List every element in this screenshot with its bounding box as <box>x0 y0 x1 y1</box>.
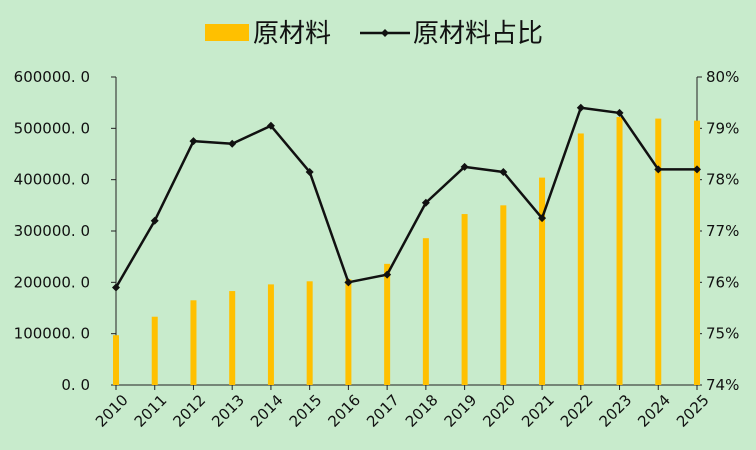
line-point <box>383 270 392 279</box>
y-right-tick-label: 74% <box>706 376 739 394</box>
x-tick-label: 2017 <box>363 391 403 431</box>
y-left-tick-label: 300000. 0 <box>14 222 90 240</box>
line-point <box>421 198 430 207</box>
x-tick-label: 2014 <box>247 391 287 431</box>
bar <box>151 316 158 385</box>
line-point <box>344 278 353 287</box>
line-point <box>228 139 237 148</box>
line-point <box>266 121 275 130</box>
line-point <box>693 165 701 174</box>
line-point <box>538 214 547 223</box>
bar <box>345 279 352 385</box>
y-right-tick-label: 78% <box>706 171 739 189</box>
y-left-tick-label: 500000. 0 <box>14 119 90 137</box>
x-tick-label: 2019 <box>441 391 481 431</box>
legend-swatch-marker <box>381 29 389 37</box>
bar <box>577 133 584 385</box>
x-tick-label: 2010 <box>92 391 132 431</box>
y-right-tick-label: 77% <box>706 222 739 240</box>
bar <box>694 120 700 385</box>
y-right-tick-label: 75% <box>706 325 739 343</box>
bar <box>384 263 391 385</box>
bar <box>500 205 507 385</box>
x-tick-label: 2013 <box>208 391 248 431</box>
y-left-tick-label: 400000. 0 <box>14 171 90 189</box>
x-tick-label: 2011 <box>131 391 171 431</box>
bar <box>229 291 236 385</box>
x-tick-label: 2025 <box>673 391 713 431</box>
x-tick-label: 2018 <box>402 391 442 431</box>
bar <box>190 300 197 385</box>
x-tick-label: 2022 <box>557 391 597 431</box>
x-tick-label: 2024 <box>634 391 674 431</box>
x-tick-label: 2023 <box>596 391 636 431</box>
bar <box>539 177 546 385</box>
y-left-tick-label: 100000. 0 <box>14 325 90 343</box>
line-point <box>460 162 469 171</box>
line-point <box>189 137 198 146</box>
legend-label-bar: 原材料 <box>253 19 331 49</box>
x-tick-label: 2015 <box>286 391 326 431</box>
x-tick-label: 2012 <box>169 391 209 431</box>
x-tick-label: 2021 <box>518 391 558 431</box>
bar <box>616 117 623 385</box>
legend-label-line: 原材料占比 <box>413 19 543 49</box>
legend-swatch-bar <box>205 24 249 41</box>
bar <box>113 335 119 385</box>
y-left-tick-label: 0. 0 <box>61 376 90 394</box>
y-left-tick-label: 200000. 0 <box>14 273 90 291</box>
bar <box>655 118 662 385</box>
bar <box>267 284 274 385</box>
x-tick-label: 2016 <box>324 391 364 431</box>
line-point <box>112 283 120 292</box>
bar <box>461 214 468 385</box>
y-right-tick-label: 79% <box>706 119 739 137</box>
bar <box>422 238 429 385</box>
x-tick-label: 2020 <box>479 391 519 431</box>
line-point <box>615 108 624 117</box>
bar <box>306 281 313 385</box>
y-right-tick-label: 76% <box>706 273 739 291</box>
y-right-tick-label: 80% <box>706 68 739 86</box>
line-point <box>499 167 508 176</box>
line-point <box>305 167 314 176</box>
line-point <box>150 216 159 225</box>
line-series <box>114 106 697 289</box>
line-point <box>576 103 585 112</box>
line-point <box>654 165 663 174</box>
y-left-tick-label: 600000. 0 <box>14 68 90 86</box>
